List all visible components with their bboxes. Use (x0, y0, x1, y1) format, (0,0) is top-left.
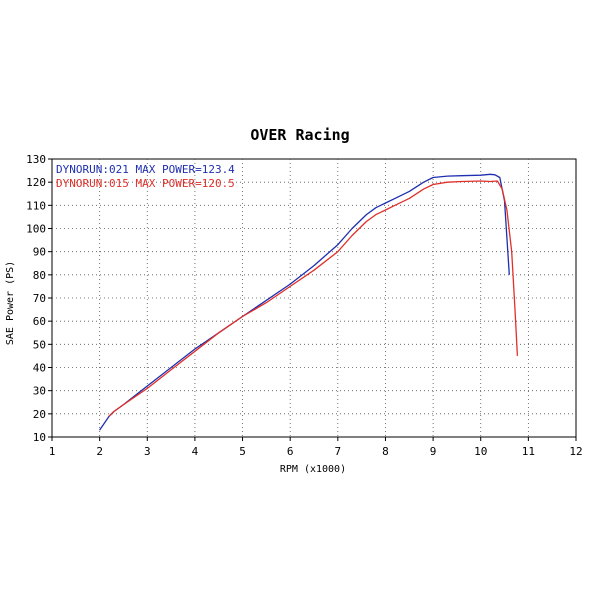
x-tick-label: 6 (287, 445, 294, 458)
y-tick-label: 90 (33, 246, 46, 259)
legend-entry: DYNORUN:021 MAX POWER=123.4 (56, 163, 235, 176)
x-tick-label: 11 (522, 445, 535, 458)
grid (52, 159, 576, 437)
x-tick-label: 1 (49, 445, 56, 458)
y-tick-label: 10 (33, 431, 46, 444)
y-tick-label: 120 (26, 176, 46, 189)
y-tick-label: 70 (33, 292, 46, 305)
y-tick-label: 20 (33, 408, 46, 421)
series-line-dynorun-021 (99, 173, 510, 431)
y-tick-label: 100 (26, 223, 46, 236)
axes: 1 2 3 4 5 6 7 8 9 10 11 121020304050607080901001101… (26, 153, 583, 458)
y-tick-label: 50 (33, 338, 46, 351)
series (99, 173, 519, 431)
x-tick-label: 10 (474, 445, 487, 458)
x-tick-label: 2 (96, 445, 103, 458)
x-tick-label: 12 (569, 445, 582, 458)
plot-border (51, 158, 577, 438)
x-tick-label: 5 (239, 445, 246, 458)
x-tick-label: 9 (430, 445, 437, 458)
y-tick-label: 80 (33, 269, 46, 282)
y-tick-label: 40 (33, 362, 46, 375)
y-tick-label: 110 (26, 199, 46, 212)
y-axis-label: SAE Power (PS) (5, 261, 16, 345)
plot-area (51, 158, 577, 438)
x-axis-label: RPM (x1000) (280, 464, 346, 475)
x-tick-label: 8 (382, 445, 389, 458)
chart-title: OVER Racing (250, 126, 349, 144)
legend-entry: DYNORUN:015 MAX POWER=120.5 (56, 177, 235, 190)
x-tick-label: 3 (144, 445, 151, 458)
x-tick-label: 4 (192, 445, 199, 458)
series-line-dynorun-015 (108, 180, 519, 417)
x-tick-label: 7 (335, 445, 342, 458)
y-tick-label: 30 (33, 385, 46, 398)
y-tick-label: 130 (26, 153, 46, 166)
y-tick-label: 60 (33, 315, 46, 328)
